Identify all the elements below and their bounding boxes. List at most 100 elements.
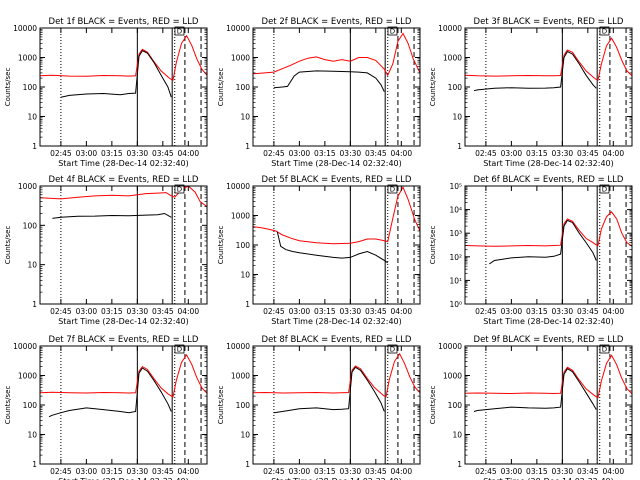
x-tick-label: 03:15: [101, 307, 123, 316]
y-tick-label: 10¹: [449, 276, 462, 285]
x-tick-label: 02:45: [475, 467, 497, 476]
lld-series-line: [40, 34, 207, 81]
x-tick-label: 04:00: [390, 467, 412, 476]
y-tick-label: 10⁴: [449, 206, 462, 215]
marker-box: [599, 344, 610, 354]
x-axis-label: Start Time (28-Dec-14 02:32:40): [58, 159, 189, 168]
x-tick-label: 02:45: [50, 467, 72, 476]
x-tick-label: 03:45: [577, 467, 599, 476]
marker-label: D: [177, 28, 182, 36]
events-series-line: [276, 231, 388, 264]
x-tick-label: 02:45: [475, 149, 497, 158]
x-tick-label: 03:45: [365, 467, 387, 476]
y-tick-label: 10000: [226, 182, 250, 191]
marker-label: D: [602, 186, 607, 194]
plot-frame: [252, 185, 421, 305]
plot-frame: [252, 345, 421, 465]
y-tick-label: 10000: [438, 24, 462, 33]
events-series-line: [52, 212, 172, 219]
series-group: [253, 32, 420, 92]
events-series-line: [489, 219, 597, 265]
chart-title: Det 4f BLACK = Events, RED = LLD: [49, 175, 199, 185]
time-markers: [485, 28, 627, 146]
x-axis-label: Start Time (28-Dec-14 02:32:40): [271, 317, 402, 326]
plot-frame: [39, 185, 208, 305]
events-series-line: [273, 70, 385, 92]
y-tick-label: 10000: [226, 342, 250, 351]
x-tick-label: 03:30: [340, 307, 362, 316]
series-group: [465, 37, 632, 92]
chart-title: Det 5f BLACK = Events, RED = LLD: [262, 175, 412, 185]
x-tick-label: 03:45: [577, 307, 599, 316]
x-tick-label: 03:30: [127, 149, 149, 158]
x-tick-label: 03:30: [552, 149, 574, 158]
chart-title: Det 2f BLACK = Events, RED = LLD: [262, 17, 412, 27]
y-tick-label: 1000: [443, 372, 462, 381]
x-tick-label: 03:00: [76, 307, 98, 316]
y-tick-label: 100: [236, 83, 251, 92]
x-tick-label: 04:00: [177, 149, 199, 158]
x-tick-label: 02:45: [475, 307, 497, 316]
chart-title: Det 8f BLACK = Events, RED = LLD: [262, 335, 412, 345]
marker-label: D: [177, 186, 182, 194]
y-axis-label: Counts/sec: [4, 226, 12, 265]
y-tick-label: 1: [245, 300, 250, 309]
y-tick-label: 1000: [231, 212, 250, 221]
x-axis-label: Start Time (28-Dec-14 02:32:40): [483, 317, 614, 326]
y-tick-label: 10: [27, 431, 37, 440]
y-tick-label: 10⁰: [449, 300, 462, 309]
y-tick-label: 1: [245, 142, 250, 151]
series-group: [40, 186, 207, 219]
x-tick-label: 03:00: [289, 307, 311, 316]
x-tick-label: 02:45: [50, 149, 72, 158]
x-tick-label: 04:00: [602, 149, 624, 158]
y-tick-label: 100: [23, 83, 38, 92]
x-tick-label: 04:00: [390, 307, 412, 316]
y-tick-label: 100: [236, 401, 251, 410]
y-tick-label: 10000: [226, 24, 250, 33]
y-axis-label: Counts/sec: [217, 226, 225, 265]
x-axis-label: Start Time (28-Dec-14 02:32:40): [483, 159, 614, 168]
x-tick-label: 03:00: [501, 467, 523, 476]
x-tick-label: 03:00: [501, 149, 523, 158]
x-tick-label: 04:00: [602, 467, 624, 476]
time-markers: [60, 28, 202, 146]
y-axis-label: Counts/sec: [429, 68, 437, 107]
marker-label: D: [602, 28, 607, 36]
y-tick-label: 1000: [231, 54, 250, 63]
x-tick-label: 03:30: [552, 307, 574, 316]
lld-series-line: [465, 211, 632, 247]
x-tick-label: 03:15: [526, 149, 548, 158]
x-tick-label: 03:30: [552, 467, 574, 476]
y-tick-label: 1: [32, 300, 37, 309]
y-axis-label: Counts/sec: [429, 386, 437, 425]
events-series-line: [273, 366, 385, 414]
plot-frame: [464, 185, 633, 305]
marker-box: [599, 26, 610, 36]
x-axis-label: Start Time (28-Dec-14 02:32:40): [58, 317, 189, 326]
marker-label: D: [602, 346, 607, 354]
x-tick-label: 03:00: [289, 467, 311, 476]
x-tick-label: 03:45: [365, 149, 387, 158]
y-tick-label: 100: [448, 83, 463, 92]
x-tick-label: 03:45: [152, 149, 174, 158]
y-tick-label: 10000: [13, 342, 37, 351]
series-group: [253, 352, 420, 414]
time-markers: [273, 28, 415, 146]
y-tick-label: 10000: [13, 24, 37, 33]
marker-box: [387, 344, 398, 354]
y-tick-label: 10000: [438, 342, 462, 351]
lld-series-line: [40, 353, 207, 398]
y-tick-label: 1: [32, 460, 37, 469]
y-axis-label: Counts/sec: [217, 386, 225, 425]
time-markers: [60, 346, 202, 464]
y-tick-label: 10: [240, 431, 250, 440]
y-tick-label: 10: [27, 113, 37, 122]
x-tick-label: 03:15: [314, 467, 336, 476]
